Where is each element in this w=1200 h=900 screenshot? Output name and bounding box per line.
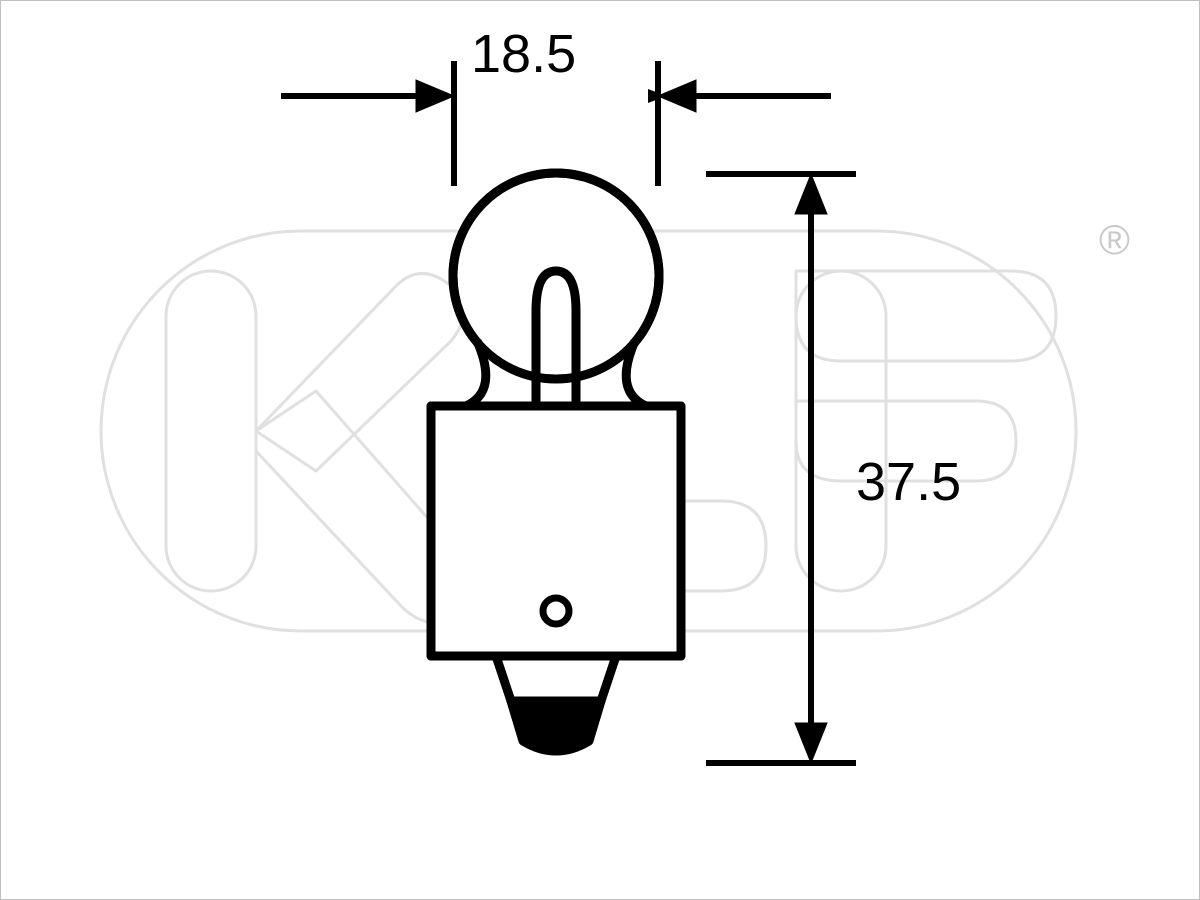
width-dim-label: 18.5 (471, 23, 576, 85)
bulb-drawing-svg (1, 1, 1200, 900)
bulb-outline (431, 173, 681, 751)
diagram-stage: 18.5 37.5 ® (0, 0, 1200, 900)
registered-trademark: ® (1099, 216, 1130, 264)
height-dimension (706, 174, 856, 763)
height-dim-label: 37.5 (856, 451, 961, 513)
